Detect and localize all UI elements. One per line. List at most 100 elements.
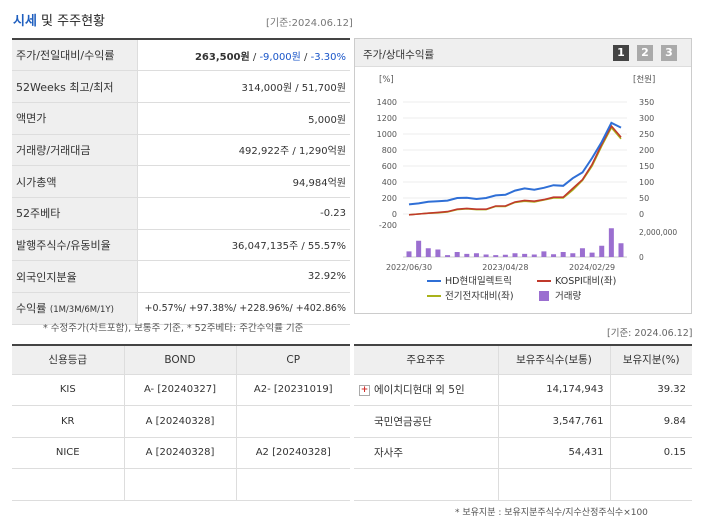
shareholder-name-cell: 국민연금공단 <box>354 405 499 438</box>
row-value: -0.23 <box>137 197 350 230</box>
volume-bar <box>589 252 595 257</box>
right-tick-label: 350 <box>639 98 654 107</box>
column-header: 보유지분(%) <box>610 345 692 375</box>
right-tick-label: 100 <box>639 178 654 187</box>
volume-bar <box>406 251 412 257</box>
table-cell <box>610 468 692 501</box>
table-cell: KR <box>12 405 125 438</box>
volume-bar <box>445 255 451 257</box>
right-tick-label: 150 <box>639 162 654 171</box>
row-value: 36,047,135주 / 55.57% <box>137 229 350 262</box>
chart-panel: 주가/상대수익률 1 2 3 [%] [천원] 1400 1200 1000 800 600… <box>354 38 692 314</box>
volume-bar <box>560 252 566 257</box>
column-header: 주요주주 <box>354 345 499 375</box>
row-value: +0.57%/ +97.38%/ +228.96%/ +402.86% <box>137 292 350 325</box>
table-cell: A [20240328] <box>124 405 237 438</box>
right-axis-label: [천원] <box>633 74 655 85</box>
volume-bar <box>551 254 557 257</box>
volume-bar <box>425 248 431 257</box>
section-title: 시세 및 주주현황 <box>13 10 105 29</box>
volume-bar <box>541 251 547 257</box>
table-row <box>12 468 350 501</box>
page-button-2[interactable]: 2 <box>637 45 653 61</box>
x-tick-label: 2022/06/30 <box>386 263 432 272</box>
volume-bar <box>502 254 508 257</box>
footnote-right: * 보유지분 : 보유지분주식수/지수산정주식수×100 <box>455 508 648 518</box>
left-tick-label: 1000 <box>377 130 397 139</box>
section-title-main: 시세 <box>13 14 37 29</box>
legend-label: KOSPI대비(좌) <box>555 276 616 287</box>
chart-title: 주가/상대수익률 <box>363 49 435 61</box>
credit-rating-table: 신용등급 BOND CP KIS A- [20240327] A2- [202310… <box>12 344 350 501</box>
table-header-row: 주요주주 보유주식수(보통) 보유지분(%) <box>354 345 692 375</box>
volume-bar <box>435 249 441 257</box>
row-label: 액면가 <box>12 102 138 135</box>
chart-header: 주가/상대수익률 1 2 3 <box>355 39 691 67</box>
change-value: -9,000원 <box>259 51 301 63</box>
table-row: 국민연금공단 3,547,761 9.84 <box>354 405 692 438</box>
table-row: KIS A- [20240327] A2- [20231019] <box>12 374 350 406</box>
table-cell <box>124 468 237 501</box>
volume-bar <box>608 228 614 257</box>
volume-bar <box>618 243 624 257</box>
major-shareholders-table: 주요주주 보유주식수(보통) 보유지분(%) + 에이치디현대 외 5인 14,1… <box>354 344 692 501</box>
left-tick-label: -200 <box>379 221 397 230</box>
shareholder-name-cell <box>354 468 499 501</box>
page-button-1[interactable]: 1 <box>613 45 629 61</box>
table-row: 거래량/거래대금 492,922주 / 1,290억원 <box>12 134 350 167</box>
volume-bar <box>464 253 470 257</box>
column-header: 신용등급 <box>12 345 125 375</box>
table-row: NICE A [20240328] A2 [20240328] <box>12 437 350 469</box>
table-cell: A2- [20231019] <box>236 374 350 406</box>
row-value: 94,984억원 <box>137 165 350 198</box>
table-cell: 14,174,943 <box>498 374 611 406</box>
right-tick-label: 200 <box>639 146 654 155</box>
table-cell: A- [20240327] <box>124 374 237 406</box>
table-row: 주가/전일대비/수익률 263,500원 / -9,000원 / -3.30% <box>12 39 350 72</box>
column-header: 보유주식수(보통) <box>498 345 611 375</box>
volume-bar <box>522 253 528 257</box>
volume-bar <box>416 240 422 257</box>
table-row: 자사주 54,431 0.15 <box>354 437 692 469</box>
row-label: 발행주식수/유동비율 <box>12 229 138 262</box>
volume-bar <box>599 245 605 257</box>
row-label: 시가총액 <box>12 165 138 198</box>
table-row <box>354 468 692 501</box>
volume-bar <box>473 253 479 257</box>
right-tick-label: 0 <box>639 210 644 219</box>
table-row: 52주베타 -0.23 <box>12 197 350 230</box>
left-tick-label: 0 <box>392 210 397 219</box>
table-cell: 54,431 <box>498 437 611 469</box>
table-row: + 에이치디현대 외 5인 14,174,943 39.32 <box>354 374 692 406</box>
plus-icon[interactable]: + <box>359 384 370 396</box>
page-button-3[interactable]: 3 <box>661 45 677 61</box>
row-label: 주가/전일대비/수익률 <box>12 39 138 72</box>
reference-date-right: [기준: 2024.06.12] <box>607 328 693 339</box>
row-label: 수익률 (1M/3M/6M/1Y) <box>12 292 138 325</box>
right-tick-label: 50 <box>639 194 649 203</box>
row-value: 32.92% <box>137 260 350 293</box>
column-header: CP <box>236 345 350 375</box>
table-cell <box>12 468 125 501</box>
volume-bar <box>483 254 489 257</box>
row-label: 52주베타 <box>12 197 138 230</box>
series-line-2 <box>408 124 622 216</box>
volume-bar <box>493 255 499 257</box>
left-tick-label: 800 <box>382 146 397 155</box>
reference-date: [기준:2024.06.12] <box>266 18 353 29</box>
stock-summary-table: 주가/전일대비/수익률 263,500원 / -9,000원 / -3.30% … <box>12 38 350 325</box>
section-title-rest: 및 주주현황 <box>36 14 105 29</box>
row-label: 거래량/거래대금 <box>12 134 138 167</box>
legend-label: HD현대일렉트릭 <box>445 275 512 287</box>
right-tick-label: 250 <box>639 130 654 139</box>
legend-label: 거래량 <box>555 290 581 302</box>
volume-bar <box>512 253 518 257</box>
shareholder-name-cell: 자사주 <box>354 437 499 469</box>
table-row: 수익률 (1M/3M/6M/1Y) +0.57%/ +97.38%/ +228.… <box>12 292 350 325</box>
table-cell: 9.84 <box>610 405 692 438</box>
table-row: 시가총액 94,984억원 <box>12 165 350 198</box>
table-header-row: 신용등급 BOND CP <box>12 345 350 375</box>
table-cell: 0.15 <box>610 437 692 469</box>
right-tick-label: 300 <box>639 114 654 123</box>
row-value: 314,000원 / 51,700원 <box>137 70 350 103</box>
